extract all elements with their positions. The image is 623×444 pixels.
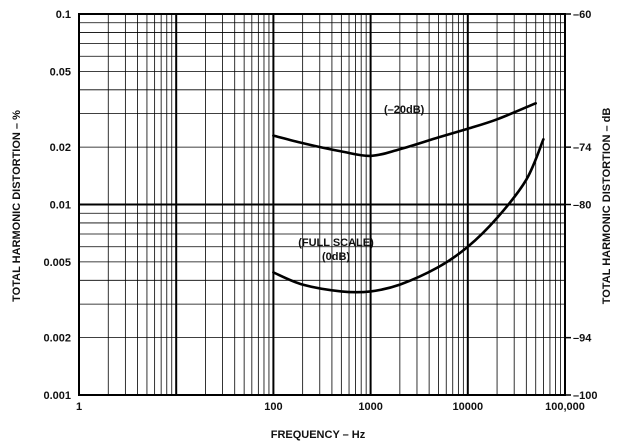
x-tick-labels: 1 100 1000 10000 100,000 [76, 401, 585, 413]
x-tick-label: 1 [76, 401, 82, 413]
series-minus20db-curve [272, 102, 537, 158]
y-tick-label: 0.001 [43, 390, 71, 402]
y2-tick-label: –74 [573, 142, 592, 154]
x-axis-title: FREQUENCY – Hz [271, 429, 366, 441]
y-tick-label: 0.05 [50, 66, 71, 78]
y-tick-label: 0.002 [43, 333, 71, 345]
y-tick-labels: 0.1 0.05 0.02 0.01 0.005 0.002 0.001 [43, 9, 71, 402]
y-tick-label: 0.005 [43, 257, 71, 269]
y2-tick-label: –94 [573, 333, 592, 345]
annotation-full-scale: (FULL SCALE) [298, 237, 374, 249]
x-tick-label: 100,000 [545, 401, 585, 413]
x-tick-label: 100 [264, 401, 282, 413]
y2-tick-label: –100 [573, 390, 597, 402]
x-tick-label: 10000 [453, 401, 484, 413]
grid-lines [78, 13, 566, 396]
y-tick-label: 0.02 [50, 142, 71, 154]
x-tick-label: 1000 [358, 401, 382, 413]
y-tick-label: 0.01 [50, 200, 71, 212]
annotation-minus20db: (–20dB) [384, 104, 425, 116]
y2-tick-labels: –60 –74 –80 –94 –100 [565, 9, 597, 402]
annotation-0db: (0dB) [322, 251, 350, 263]
series-full-scale-curve [272, 138, 545, 294]
y-tick-label: 0.1 [56, 9, 71, 21]
y-axis-title: TOTAL HARMONIC DISTORTION – % [11, 110, 23, 302]
data-curves [272, 102, 545, 294]
y2-tick-label: –60 [573, 9, 591, 21]
y2-tick-label: –80 [573, 200, 591, 212]
y2-axis-title: TOTAL HARMONIC DISTORTION – dB [601, 108, 613, 305]
